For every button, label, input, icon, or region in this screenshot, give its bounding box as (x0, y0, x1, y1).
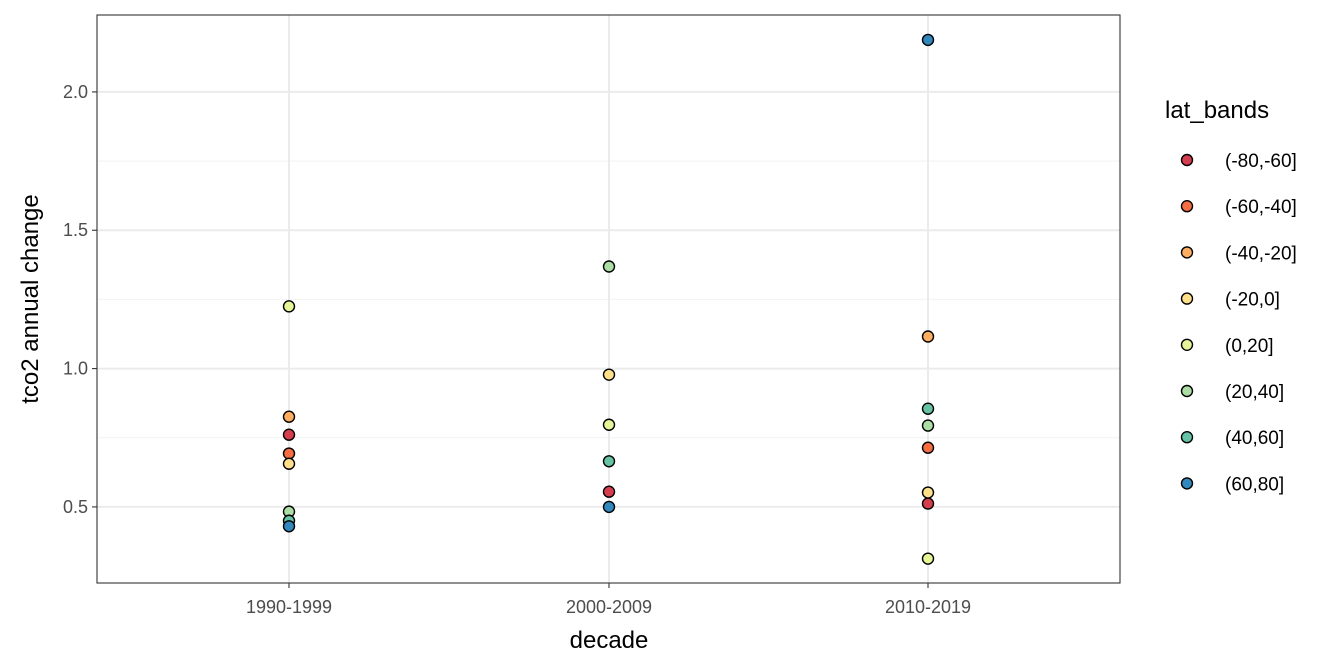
legend-key (1180, 477, 1194, 490)
x-axis-label: decade (570, 627, 649, 654)
data-point (602, 455, 616, 468)
legend: lat_bands (-80,-60] (-60,-40] (-40,-20] (-2… (1165, 97, 1297, 495)
legend-label: (0,20] (1225, 336, 1274, 357)
legend-label: (60,80] (1225, 474, 1284, 495)
data-point (921, 497, 935, 510)
legend-label: (-80,-60] (1225, 151, 1297, 172)
x-tick-label: 2000-2009 (566, 597, 652, 617)
x-tick-label: 1990-1999 (246, 597, 332, 617)
legend-label: (20,40] (1225, 382, 1284, 403)
data-point (282, 520, 296, 533)
y-tick-label: 1.5 (63, 220, 88, 240)
legend-label: (-40,-20] (1225, 243, 1297, 264)
data-point (921, 486, 935, 499)
legend-key (1180, 338, 1194, 351)
data-point (921, 33, 935, 47)
axes: 0.5 1.0 1.5 2.0 1990-1999 2000-2009 2010-2019 (63, 82, 971, 617)
data-point (282, 428, 296, 441)
data-point (602, 500, 616, 514)
legend-key (1180, 384, 1194, 398)
data-points (282, 33, 935, 565)
legend-key (1180, 246, 1194, 259)
legend-key (1180, 292, 1194, 305)
data-point (921, 402, 935, 415)
legend-label: (-20,0] (1225, 290, 1280, 311)
data-point (282, 457, 296, 470)
legend-title: lat_bands (1165, 97, 1269, 124)
data-point (921, 441, 935, 454)
data-point (602, 368, 616, 381)
legend-key (1180, 153, 1194, 167)
legend-key (1180, 431, 1194, 444)
data-point (602, 418, 616, 431)
data-point (921, 330, 935, 343)
x-tick-label: 2010-2019 (885, 597, 971, 617)
data-point (921, 552, 935, 565)
data-point (282, 410, 296, 423)
y-tick-label: 2.0 (63, 82, 88, 102)
legend-label: (40,60] (1225, 428, 1284, 449)
y-tick-label: 1.0 (63, 359, 88, 379)
legend-label: (-60,-40] (1225, 197, 1297, 218)
data-point (602, 485, 616, 498)
legend-key (1180, 199, 1194, 213)
data-point (921, 419, 935, 432)
y-axis-label: tco2 annual change (17, 194, 44, 404)
data-point (282, 447, 296, 460)
y-tick-label: 0.5 (63, 497, 88, 517)
data-point (282, 300, 296, 313)
data-point (602, 260, 616, 273)
